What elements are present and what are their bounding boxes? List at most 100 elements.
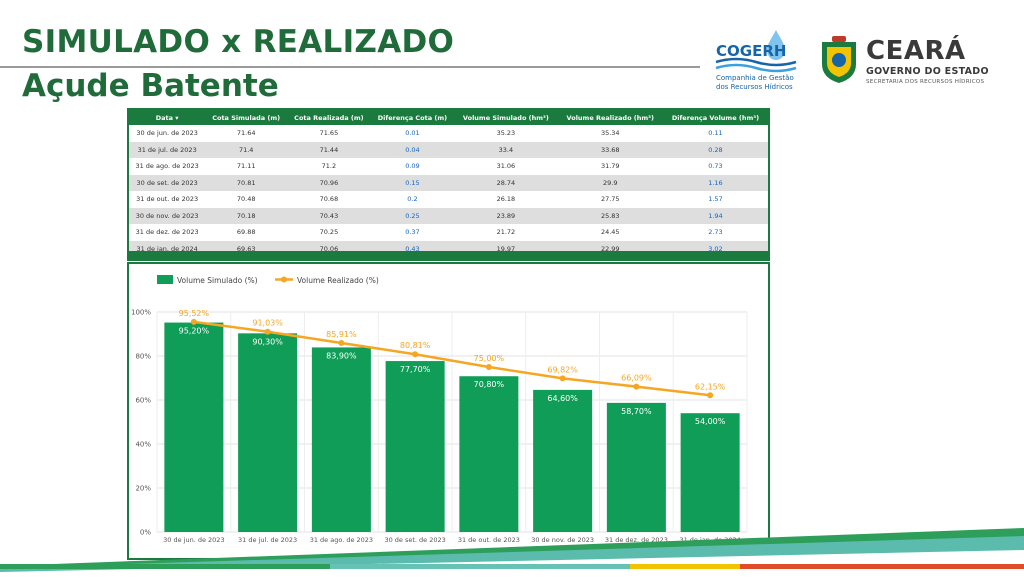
column-header: Volume Realizado (hm³) bbox=[557, 110, 663, 125]
table-row: 30 de jun. de 2023 71.64 71.65 0.01 35.23 35.… bbox=[129, 125, 768, 142]
ceara-secretariat: SECRETARIA DOS RECURSOS HÍDRICOS bbox=[866, 79, 985, 85]
line-value-label: 85,91% bbox=[326, 330, 357, 339]
table-cell: 0.73 bbox=[708, 162, 723, 171]
table-cell: 1.94 bbox=[662, 207, 768, 224]
bar bbox=[680, 413, 740, 532]
bar-value-label: 90,30% bbox=[252, 337, 283, 346]
table-cell: 0.15 bbox=[370, 174, 455, 191]
table-body: 30 de jun. de 2023 71.64 71.65 0.01 35.23 35.… bbox=[129, 125, 768, 257]
table-cell: 70.48 bbox=[236, 195, 256, 204]
line-point bbox=[264, 328, 271, 335]
table-cell: 33.68 bbox=[557, 141, 663, 158]
table-cell: 31.06 bbox=[496, 162, 516, 171]
legend-swatch-bar bbox=[157, 275, 173, 284]
table-cell: 69.88 bbox=[236, 228, 256, 237]
x-tick-label: 31 de ago. de 2023 bbox=[310, 536, 373, 544]
bar-value-label: 95,20% bbox=[179, 327, 210, 336]
series-line bbox=[193, 320, 711, 397]
volume-chart: 0% 20% 40% 60% 80% 100% 95,20% 90,30% 83,90% 77,7… bbox=[127, 262, 770, 560]
table-cell: 70.81 bbox=[205, 174, 288, 191]
table-cell: 2.73 bbox=[708, 228, 723, 237]
bar-value-label: 58,70% bbox=[621, 407, 652, 416]
table-cell: 71.2 bbox=[321, 162, 337, 171]
bar bbox=[385, 361, 445, 532]
y-tick-label: 0% bbox=[140, 529, 151, 537]
x-tick-label: 30 de jun. de 2023 bbox=[163, 536, 224, 544]
legend-swatch-point bbox=[281, 276, 287, 283]
table-cell: 35.23 bbox=[496, 129, 516, 138]
column-header: Volume Simulado (hm³) bbox=[454, 110, 558, 125]
table-row: 31 de out. de 2023 70.48 70.68 0.2 26.18 27.7… bbox=[129, 191, 768, 208]
table-cell: 71.44 bbox=[287, 141, 371, 158]
x-tick-label: 31 de out. de 2023 bbox=[458, 536, 520, 544]
column-header[interactable]: Data ▾ bbox=[129, 110, 206, 125]
column-header: Diferença Volume (hm³) bbox=[662, 110, 768, 125]
line-point bbox=[707, 392, 714, 399]
line-value-label: 80,81% bbox=[400, 341, 431, 350]
table-cell: 70.43 bbox=[287, 207, 371, 224]
column-header: Cota Simulada (m) bbox=[205, 110, 288, 125]
footer-stripes bbox=[0, 528, 1024, 579]
table-cell: 1.16 bbox=[662, 174, 768, 191]
x-tick-label: 31 de jul. de 2023 bbox=[238, 536, 297, 544]
table-cell: 21.72 bbox=[496, 228, 516, 237]
cogerh-subtitle: Companhia de Gestão dos Recursos Hídrico… bbox=[716, 74, 794, 92]
cogerh-name: COGERH bbox=[716, 42, 787, 60]
x-tick-label: 30 de set. de 2023 bbox=[384, 536, 445, 544]
title-line-1: SIMULADO x REALIZADO bbox=[22, 24, 455, 60]
table-cell: 31.79 bbox=[600, 162, 620, 171]
table-cell: 0.25 bbox=[370, 207, 455, 224]
table-cell: 0.2 bbox=[407, 195, 418, 204]
table-row: 30 de nov. de 2023 70.18 70.43 0.25 23.89 25.… bbox=[129, 207, 768, 224]
table-cell: 25.83 bbox=[557, 207, 663, 224]
line-point bbox=[338, 339, 345, 346]
table-cell: 23.89 bbox=[454, 207, 558, 224]
table-row: 31 de dez. de 2023 69.88 70.25 0.37 21.72 24.… bbox=[129, 224, 768, 241]
table-cell: 0.04 bbox=[370, 141, 455, 158]
bar-value-label: 70,80% bbox=[474, 380, 505, 389]
table-cell: 35.34 bbox=[600, 129, 620, 138]
line-point bbox=[559, 375, 566, 382]
table-cell: 33.4 bbox=[454, 141, 558, 158]
table-cell: 71.65 bbox=[319, 129, 339, 138]
bar-value-label: 83,90% bbox=[326, 351, 357, 360]
table-footer-bar bbox=[129, 251, 768, 259]
table-cell: 71.64 bbox=[236, 129, 256, 138]
bar bbox=[533, 389, 593, 532]
cogerh-subtitle-2: dos Recursos Hídricos bbox=[716, 83, 793, 91]
legend-label-bar: Volume Simulado (%) bbox=[177, 276, 258, 285]
table-cell: 27.75 bbox=[600, 195, 620, 204]
bar bbox=[238, 333, 298, 532]
bar-value-label: 54,00% bbox=[695, 417, 726, 426]
cogerh-subtitle-1: Companhia de Gestão bbox=[716, 74, 794, 82]
table-cell: 0.01 bbox=[405, 129, 420, 138]
line-value-label: 62,15% bbox=[695, 382, 726, 391]
y-tick-label: 20% bbox=[135, 485, 151, 493]
table-row: 30 de set. de 2023 70.81 70.96 0.15 28.74 29.… bbox=[129, 174, 768, 191]
bar-value-label: 64,60% bbox=[547, 394, 578, 403]
table-cell: 0.37 bbox=[405, 228, 420, 237]
table-cell: 31 de jul. de 2023 bbox=[129, 141, 206, 158]
table-cell: 30 de nov. de 2023 bbox=[129, 207, 206, 224]
water-drop-icon bbox=[715, 30, 797, 73]
y-tick-label: 60% bbox=[135, 397, 151, 405]
bar bbox=[459, 376, 519, 532]
line-value-label: 69,82% bbox=[547, 365, 578, 374]
chart-svg: 0% 20% 40% 60% 80% 100% 95,20% 90,30% 83,90% 77,7… bbox=[131, 275, 748, 544]
ceara-name: CEARÁ bbox=[866, 36, 966, 66]
bar bbox=[606, 402, 666, 532]
line-point bbox=[412, 351, 419, 358]
table-cell: 31 de ago. de 2023 bbox=[135, 162, 199, 171]
table-cell: 0.09 bbox=[405, 162, 420, 171]
bar-value-label: 77,70% bbox=[400, 365, 431, 374]
ceara-logo: CEARÁ GOVERNO DO ESTADO SECRETARIA DOS R… bbox=[818, 36, 989, 88]
table-cell: 70.68 bbox=[319, 195, 339, 204]
table-cell: 24.45 bbox=[600, 228, 620, 237]
line-point bbox=[633, 383, 640, 390]
table-cell: 1.57 bbox=[708, 195, 723, 204]
table-cell: 71.11 bbox=[236, 162, 256, 171]
title-line-2: Açude Batente bbox=[22, 68, 279, 104]
coat-of-arms-icon bbox=[822, 36, 856, 83]
table-cell: 70.18 bbox=[205, 207, 288, 224]
table-cell: 0.11 bbox=[708, 129, 723, 138]
